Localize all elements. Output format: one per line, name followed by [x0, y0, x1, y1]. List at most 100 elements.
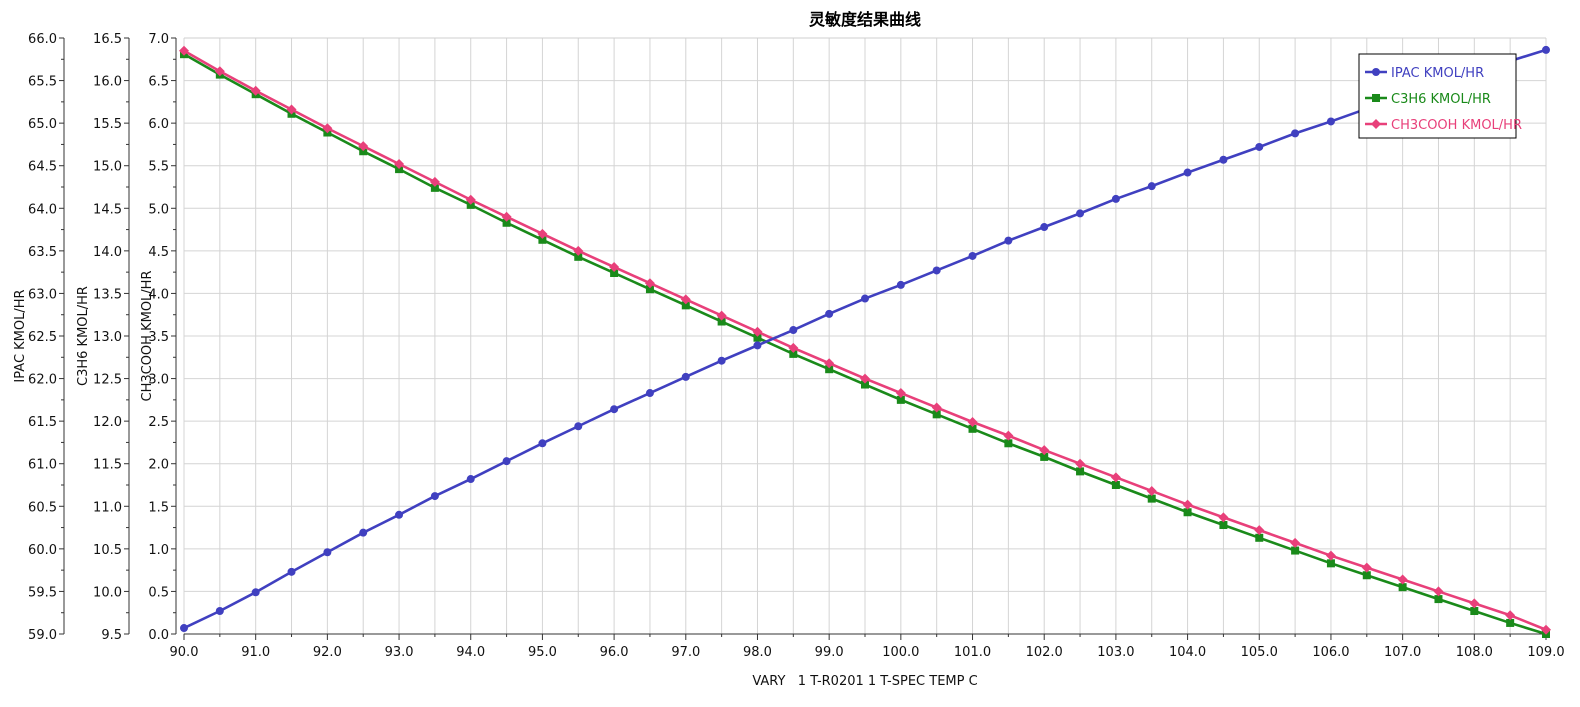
y-tick-label: 11.5	[93, 458, 122, 473]
y-tick-label: 7.0	[148, 32, 169, 47]
data-point-marker	[1290, 537, 1301, 548]
data-point-marker	[968, 424, 977, 433]
data-point-marker	[214, 66, 225, 77]
data-point-marker	[1372, 68, 1380, 76]
data-point-marker	[1397, 574, 1408, 585]
data-point-marker	[645, 285, 654, 294]
series-3	[179, 45, 1551, 635]
y-tick-label: 59.0	[28, 628, 57, 643]
legend-label: IPAC KMOL/HR	[1391, 66, 1484, 81]
data-point-marker	[1040, 452, 1049, 461]
data-point-marker	[1291, 129, 1300, 138]
data-point-marker	[896, 395, 905, 404]
series-layer	[179, 45, 1551, 638]
data-point-marker	[322, 123, 333, 134]
data-point-marker	[1469, 598, 1480, 609]
data-point-marker	[1326, 559, 1335, 568]
data-point-marker	[287, 567, 296, 576]
data-point-marker	[1219, 155, 1228, 164]
x-tick-label: 99.0	[815, 645, 844, 660]
data-point-marker	[465, 194, 476, 205]
x-tick-label: 106.0	[1312, 645, 1349, 660]
data-point-marker	[1470, 607, 1479, 616]
y-tick-label: 15.0	[93, 160, 122, 175]
y-tick-label: 64.0	[28, 202, 57, 217]
y-tick-label: 15.5	[93, 117, 122, 132]
data-point-marker	[429, 176, 440, 187]
grid-layer	[183, 37, 1547, 635]
data-point-marker	[466, 475, 475, 484]
y-tick-label: 6.0	[148, 117, 169, 132]
y-tick-label: 65.5	[28, 75, 57, 90]
data-point-marker	[861, 380, 869, 389]
data-point-marker	[825, 365, 834, 374]
data-point-marker	[502, 218, 511, 227]
x-tick-label: 101.0	[954, 645, 991, 660]
data-point-marker	[1039, 445, 1050, 456]
y-tick-label: 59.5	[28, 585, 57, 600]
data-point-marker	[466, 200, 475, 209]
x-axis-title: VARY 1 T-R0201 1 T-SPEC TEMP C	[752, 674, 977, 689]
data-point-marker	[1506, 618, 1515, 627]
data-point-marker	[1326, 117, 1335, 126]
data-point-marker	[1398, 583, 1407, 592]
data-point-marker	[180, 624, 188, 633]
data-point-marker	[932, 266, 941, 275]
data-point-marker	[1505, 610, 1516, 621]
data-point-marker	[358, 141, 369, 152]
data-point-marker	[967, 416, 978, 427]
y-tick-label: 61.5	[28, 415, 57, 430]
legend: IPAC KMOL/HR C3H6 KMOL/HR CH3COOH KMOL/HR	[1358, 53, 1522, 139]
data-point-marker	[179, 45, 189, 56]
data-point-marker	[1219, 521, 1228, 530]
y-tick-label: 12.5	[93, 373, 122, 388]
data-point-marker	[717, 317, 726, 326]
x-tick-label: 108.0	[1456, 645, 1493, 660]
y-tick-label: 61.0	[28, 458, 57, 473]
data-point-marker	[716, 310, 727, 321]
y-tick-label: 64.5	[28, 160, 57, 175]
data-point-marker	[501, 211, 512, 222]
data-point-marker	[1182, 499, 1193, 510]
data-point-marker	[1372, 94, 1380, 102]
data-point-marker	[1040, 223, 1049, 232]
x-tick-label: 95.0	[528, 645, 557, 660]
legend-item: CH3COOH KMOL/HR	[1365, 118, 1522, 133]
data-point-marker	[359, 528, 368, 537]
y-tick-label: 1.5	[148, 500, 169, 515]
y-tick-label: 66.0	[28, 32, 57, 47]
data-point-marker	[931, 402, 942, 413]
data-point-marker	[250, 85, 261, 96]
data-point-marker	[1076, 467, 1085, 476]
data-point-marker	[574, 422, 583, 431]
data-point-marker	[537, 228, 548, 239]
y-tick-label: 65.0	[28, 117, 57, 132]
data-point-marker	[968, 251, 977, 260]
y-tick-label: 13.5	[93, 287, 122, 302]
y-tick-label: 2.5	[148, 415, 169, 430]
y-tick-label: 10.5	[93, 543, 122, 558]
x-tick-label: 97.0	[671, 645, 700, 660]
y-tick-label: 13.0	[93, 330, 122, 345]
data-point-marker	[753, 341, 762, 350]
data-point-marker	[1218, 512, 1229, 523]
x-tick-label: 90.0	[170, 645, 199, 660]
data-point-marker	[681, 301, 690, 310]
y-tick-label: 6.5	[148, 75, 169, 90]
data-point-marker	[1291, 546, 1300, 555]
data-point-marker	[1004, 439, 1013, 448]
y-tick-label: 62.0	[28, 373, 57, 388]
data-point-marker	[895, 388, 906, 399]
x-tick-label: 105.0	[1241, 645, 1278, 660]
data-point-marker	[825, 309, 834, 318]
data-point-marker	[395, 510, 404, 519]
x-tick-label: 103.0	[1097, 645, 1134, 660]
data-point-marker	[610, 268, 619, 277]
data-point-marker	[430, 492, 439, 501]
data-point-marker	[1111, 481, 1120, 489]
x-tick-label: 109.0	[1527, 645, 1564, 660]
data-point-marker	[717, 356, 726, 365]
legend-item: IPAC KMOL/HR	[1365, 66, 1484, 81]
data-point-marker	[788, 342, 799, 353]
